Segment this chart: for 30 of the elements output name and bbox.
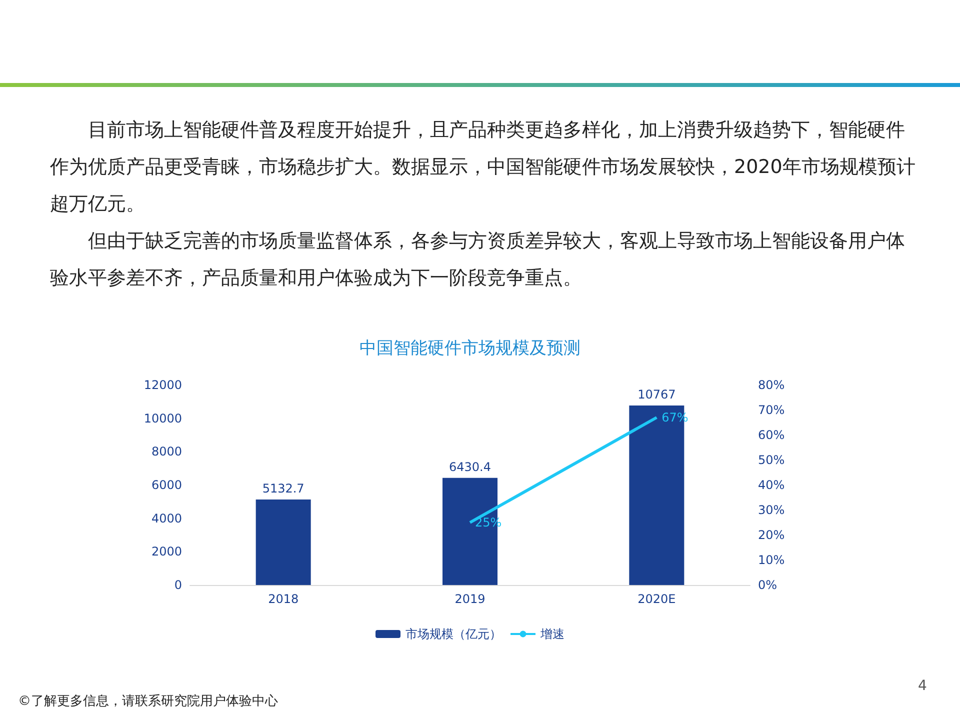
data-label: 5132.7 bbox=[262, 481, 304, 496]
y-tick-label: 6000 bbox=[151, 478, 182, 492]
legend-label: 增速 bbox=[540, 627, 564, 641]
legend-label: 市场规模（亿元） bbox=[406, 627, 502, 641]
y-tick-label: 12000 bbox=[144, 378, 182, 392]
y-tick-label: 2000 bbox=[151, 544, 182, 559]
y2-tick-label: 70% bbox=[758, 403, 785, 417]
y2-tick-label: 20% bbox=[758, 528, 785, 542]
x-tick-label: 2020E bbox=[638, 592, 676, 606]
y2-tick-label: 30% bbox=[758, 503, 785, 517]
text: 目前市场上智能硬件普及程度开始提升，且产品种类更趋多样化，加上消费升级趋势下，智能硬件作为优质产品更受青睐，市场稳步扩大。数据显示，中国智能硬件市场发展较快，2020年市场规模预计超万亿元。 bbox=[50, 118, 916, 217]
data-label: 10767 bbox=[638, 388, 676, 402]
y2-tick-label: 50% bbox=[758, 453, 785, 467]
y2-tick-label: 60% bbox=[758, 428, 785, 442]
y-tick-label: 8000 bbox=[151, 444, 182, 459]
data-label: 6430.4 bbox=[449, 460, 491, 474]
text: ©了解更多信息，请联系研究院用户体验中心 bbox=[18, 693, 278, 710]
x-tick-label: 2019 bbox=[454, 592, 486, 606]
bar bbox=[256, 499, 311, 585]
y-tick-label: 4000 bbox=[151, 511, 182, 526]
text: 4 bbox=[918, 678, 927, 694]
text: 但由于缺乏完善的市场质量监督体系，各参与方资质差异较大，客观上导致市场上智能设备用户体验水平参差不齐，产品质量和用户体验成为下一阶段竞争重点。 bbox=[50, 229, 906, 291]
y-tick-label: 0 bbox=[174, 578, 182, 592]
y2-tick-label: 0% bbox=[758, 578, 778, 592]
y2-tick-label: 10% bbox=[758, 553, 785, 567]
x-tick-label: 2018 bbox=[268, 592, 299, 606]
y-tick-label: 10000 bbox=[144, 411, 182, 426]
y2-tick-label: 80% bbox=[758, 378, 785, 392]
y2-tick-label: 40% bbox=[758, 478, 785, 492]
chart-title: 中国智能硬件市场规模及预测 bbox=[360, 338, 580, 358]
